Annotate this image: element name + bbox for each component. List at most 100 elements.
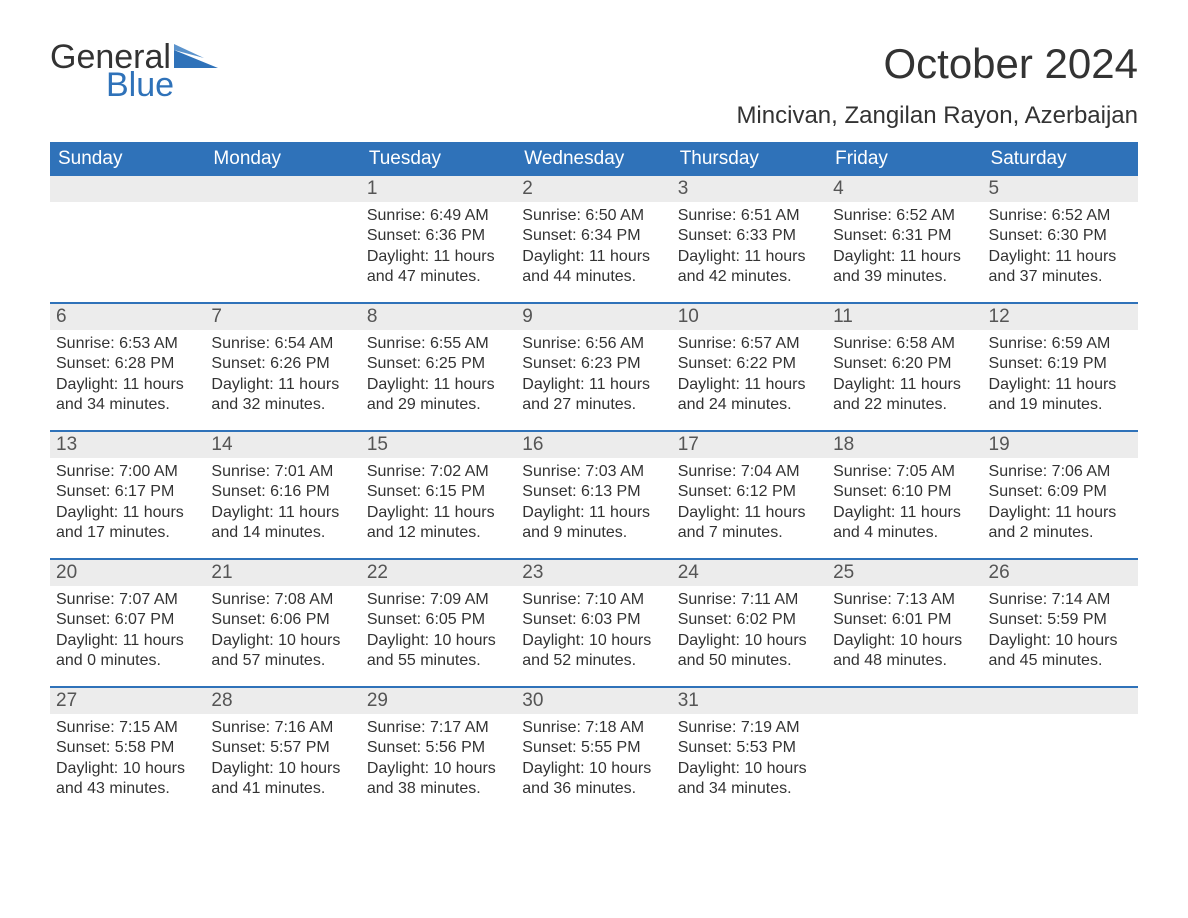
day-body: Sunrise: 6:59 AMSunset: 6:19 PMDaylight:… (983, 330, 1138, 418)
day-number-band: 21 (205, 558, 360, 586)
day-body: Sunrise: 6:54 AMSunset: 6:26 PMDaylight:… (205, 330, 360, 418)
daylight-text: and 39 minutes. (833, 267, 976, 287)
daylight-text: and 0 minutes. (56, 651, 199, 671)
daylight-text: and 52 minutes. (522, 651, 665, 671)
daylight-text: and 34 minutes. (678, 779, 821, 799)
sunrise-text: Sunrise: 7:06 AM (989, 462, 1132, 482)
brand-flag-icon (174, 44, 218, 68)
sunrise-text: Sunrise: 7:02 AM (367, 462, 510, 482)
day-body: Sunrise: 7:05 AMSunset: 6:10 PMDaylight:… (827, 458, 982, 546)
day-number-band: 11 (827, 302, 982, 330)
sunset-text: Sunset: 6:30 PM (989, 226, 1132, 246)
sunset-text: Sunset: 5:59 PM (989, 610, 1132, 630)
daylight-text: and 41 minutes. (211, 779, 354, 799)
calendar-day-cell (827, 686, 982, 814)
calendar-day-cell: 19Sunrise: 7:06 AMSunset: 6:09 PMDayligh… (983, 430, 1138, 558)
daylight-text: Daylight: 11 hours (833, 247, 976, 267)
daylight-text: and 7 minutes. (678, 523, 821, 543)
day-number-band: 8 (361, 302, 516, 330)
daylight-text: Daylight: 11 hours (678, 503, 821, 523)
calendar-day-cell: 17Sunrise: 7:04 AMSunset: 6:12 PMDayligh… (672, 430, 827, 558)
calendar-day-cell: 2Sunrise: 6:50 AMSunset: 6:34 PMDaylight… (516, 174, 671, 302)
day-number-band: 16 (516, 430, 671, 458)
sunrise-text: Sunrise: 6:52 AM (833, 206, 976, 226)
daylight-text: and 37 minutes. (989, 267, 1132, 287)
sunrise-text: Sunrise: 7:17 AM (367, 718, 510, 738)
day-body: Sunrise: 6:55 AMSunset: 6:25 PMDaylight:… (361, 330, 516, 418)
sunrise-text: Sunrise: 7:09 AM (367, 590, 510, 610)
sunset-text: Sunset: 6:07 PM (56, 610, 199, 630)
day-number-band: 1 (361, 174, 516, 202)
weekday-header-row: SundayMondayTuesdayWednesdayThursdayFrid… (50, 143, 1138, 174)
daylight-text: Daylight: 11 hours (211, 503, 354, 523)
sunrise-text: Sunrise: 7:01 AM (211, 462, 354, 482)
daylight-text: Daylight: 11 hours (522, 503, 665, 523)
daylight-text: Daylight: 10 hours (833, 631, 976, 651)
daylight-text: Daylight: 11 hours (56, 631, 199, 651)
daylight-text: and 38 minutes. (367, 779, 510, 799)
sunrise-text: Sunrise: 7:07 AM (56, 590, 199, 610)
calendar-day-cell (50, 174, 205, 302)
day-number-band (827, 686, 982, 714)
day-number-band: 6 (50, 302, 205, 330)
day-number-band: 28 (205, 686, 360, 714)
day-body: Sunrise: 7:00 AMSunset: 6:17 PMDaylight:… (50, 458, 205, 546)
sunrise-text: Sunrise: 6:52 AM (989, 206, 1132, 226)
sunrise-text: Sunrise: 6:50 AM (522, 206, 665, 226)
calendar-day-cell: 13Sunrise: 7:00 AMSunset: 6:17 PMDayligh… (50, 430, 205, 558)
sunset-text: Sunset: 5:55 PM (522, 738, 665, 758)
sunset-text: Sunset: 6:28 PM (56, 354, 199, 374)
calendar-day-cell: 6Sunrise: 6:53 AMSunset: 6:28 PMDaylight… (50, 302, 205, 430)
sunset-text: Sunset: 5:57 PM (211, 738, 354, 758)
day-body: Sunrise: 7:02 AMSunset: 6:15 PMDaylight:… (361, 458, 516, 546)
calendar-day-cell (983, 686, 1138, 814)
daylight-text: Daylight: 11 hours (989, 247, 1132, 267)
daylight-text: Daylight: 11 hours (522, 247, 665, 267)
day-number-band: 19 (983, 430, 1138, 458)
day-number-band: 27 (50, 686, 205, 714)
sunset-text: Sunset: 5:53 PM (678, 738, 821, 758)
brand-word-blue: Blue (106, 68, 218, 102)
day-body: Sunrise: 7:16 AMSunset: 5:57 PMDaylight:… (205, 714, 360, 802)
sunset-text: Sunset: 6:25 PM (367, 354, 510, 374)
day-number-band: 13 (50, 430, 205, 458)
month-title: October 2024 (736, 40, 1138, 88)
daylight-text: Daylight: 10 hours (522, 631, 665, 651)
sunrise-text: Sunrise: 6:51 AM (678, 206, 821, 226)
sunrise-text: Sunrise: 7:04 AM (678, 462, 821, 482)
daylight-text: and 42 minutes. (678, 267, 821, 287)
sunrise-text: Sunrise: 7:13 AM (833, 590, 976, 610)
sunrise-text: Sunrise: 7:03 AM (522, 462, 665, 482)
daylight-text: Daylight: 11 hours (367, 375, 510, 395)
sunset-text: Sunset: 6:34 PM (522, 226, 665, 246)
day-number-band: 29 (361, 686, 516, 714)
daylight-text: and 50 minutes. (678, 651, 821, 671)
day-body: Sunrise: 6:58 AMSunset: 6:20 PMDaylight:… (827, 330, 982, 418)
daylight-text: and 57 minutes. (211, 651, 354, 671)
day-body: Sunrise: 7:04 AMSunset: 6:12 PMDaylight:… (672, 458, 827, 546)
day-body: Sunrise: 6:51 AMSunset: 6:33 PMDaylight:… (672, 202, 827, 290)
day-number-band (205, 174, 360, 202)
sunset-text: Sunset: 6:23 PM (522, 354, 665, 374)
calendar-day-cell: 31Sunrise: 7:19 AMSunset: 5:53 PMDayligh… (672, 686, 827, 814)
sunrise-text: Sunrise: 7:19 AM (678, 718, 821, 738)
daylight-text: and 17 minutes. (56, 523, 199, 543)
day-body: Sunrise: 7:15 AMSunset: 5:58 PMDaylight:… (50, 714, 205, 802)
sunset-text: Sunset: 6:31 PM (833, 226, 976, 246)
daylight-text: Daylight: 11 hours (678, 247, 821, 267)
day-number-band: 5 (983, 174, 1138, 202)
sunrise-text: Sunrise: 7:15 AM (56, 718, 199, 738)
daylight-text: Daylight: 11 hours (833, 503, 976, 523)
weekday-header: Saturday (983, 143, 1138, 174)
sunset-text: Sunset: 6:15 PM (367, 482, 510, 502)
daylight-text: Daylight: 11 hours (367, 503, 510, 523)
daylight-text: and 48 minutes. (833, 651, 976, 671)
day-number-band: 22 (361, 558, 516, 586)
sunrise-text: Sunrise: 7:18 AM (522, 718, 665, 738)
daylight-text: and 29 minutes. (367, 395, 510, 415)
calendar-week-row: 20Sunrise: 7:07 AMSunset: 6:07 PMDayligh… (50, 558, 1138, 686)
day-body: Sunrise: 6:53 AMSunset: 6:28 PMDaylight:… (50, 330, 205, 418)
daylight-text: and 24 minutes. (678, 395, 821, 415)
day-number-band: 25 (827, 558, 982, 586)
weekday-header: Friday (827, 143, 982, 174)
